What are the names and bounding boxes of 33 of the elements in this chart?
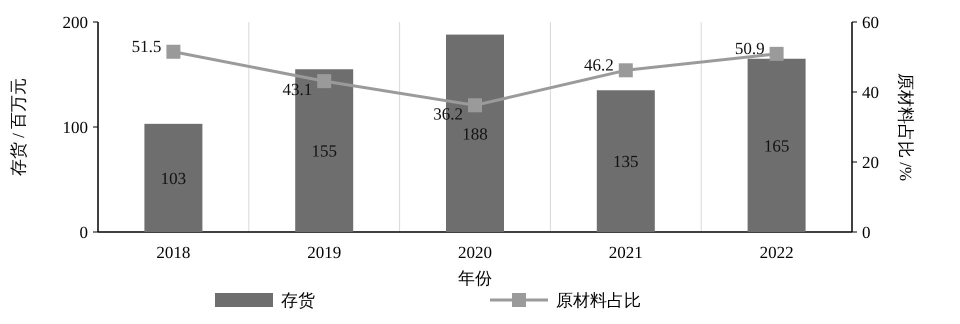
y2-axis-title: 原材料占比 /%: [896, 72, 915, 182]
bar: [144, 124, 202, 232]
point: [317, 74, 332, 88]
bar: [748, 58, 806, 232]
data-label: 103: [160, 168, 186, 188]
point: [770, 46, 784, 61]
y2-tick-label: 60: [862, 13, 879, 32]
point: [468, 98, 482, 112]
x-tick-label: 2020: [458, 243, 492, 262]
data-label: 165: [764, 136, 790, 156]
y2-tick-label: 20: [862, 153, 879, 172]
data-label: 135: [613, 152, 639, 172]
point: [618, 63, 633, 78]
y-axis-title: 存货 / 百万元: [9, 78, 28, 176]
legend-label: 存货: [281, 291, 315, 310]
data-label: 188: [462, 124, 488, 144]
bar: [596, 90, 655, 232]
data-label: 50.9: [734, 38, 765, 58]
x-tick-label: 2019: [307, 243, 342, 262]
y-tick-label: 100: [62, 118, 88, 137]
y-tick-label: 0: [80, 223, 88, 242]
data-label: 155: [311, 142, 337, 161]
data-label: 51.5: [132, 36, 162, 56]
x-tick-label: 2022: [760, 243, 794, 262]
legend-label: 原材料占比: [556, 291, 641, 310]
point: [166, 44, 180, 59]
y-tick-label: 200: [62, 13, 88, 32]
data-label: 46.2: [584, 55, 614, 74]
x-axis-title: 年份: [458, 269, 492, 288]
y2-tick-label: 0: [862, 223, 870, 242]
x-tick-label: 2021: [608, 243, 643, 262]
x-tick-label: 2018: [156, 243, 190, 262]
y2-tick-label: 40: [862, 83, 879, 102]
